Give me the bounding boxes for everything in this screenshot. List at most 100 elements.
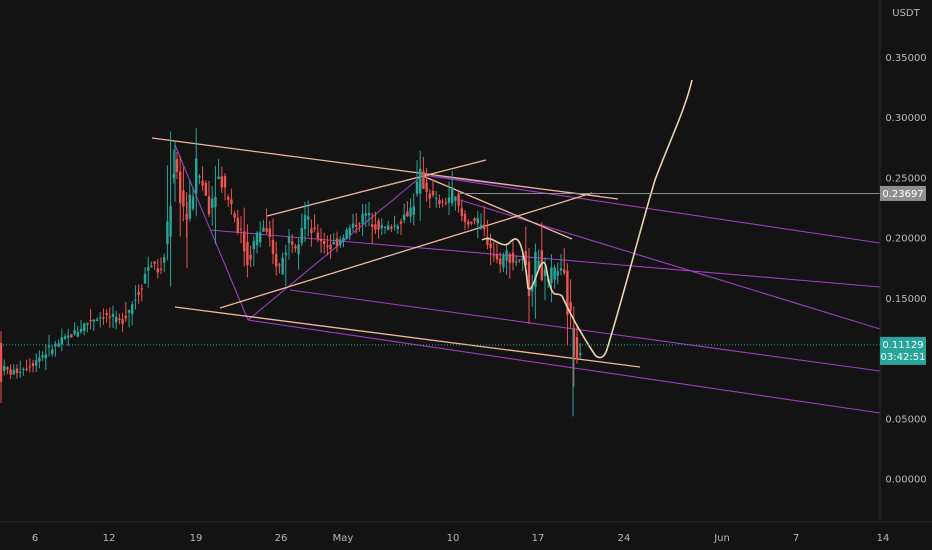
- candle-body: [579, 353, 582, 356]
- candle-body: [211, 198, 214, 208]
- candle-body: [527, 261, 531, 296]
- candle-body: [409, 207, 412, 217]
- triangle-lower-line[interactable]: [219, 192, 593, 309]
- pitchfork-line[interactable]: [289, 289, 881, 372]
- candle-body: [6, 367, 9, 370]
- projection-curve[interactable]: [481, 79, 693, 359]
- candle-body: [3, 365, 6, 371]
- candle-body: [415, 181, 419, 194]
- candle-body: [182, 190, 185, 207]
- candle-body: [166, 221, 169, 245]
- candle-body: [572, 327, 575, 357]
- time-tick-label: 17: [532, 533, 545, 544]
- candle-body: [76, 331, 79, 337]
- price-tick-label: 0.20000: [885, 234, 926, 245]
- time-axis[interactable]: 6 12 19 26 May 10 17 24 Jun 7 14: [32, 533, 890, 544]
- candle-body: [323, 240, 326, 244]
- candle-body: [313, 227, 316, 229]
- candle-body: [278, 264, 281, 266]
- time-tick-label: 26: [275, 533, 288, 544]
- candle-body: [92, 319, 95, 322]
- candle-body: [556, 271, 559, 276]
- candle-body: [348, 228, 351, 235]
- price-tick-label: 0.00000: [885, 475, 926, 486]
- candle-body: [0, 342, 3, 382]
- candle-body: [399, 221, 403, 224]
- channel-lower-line[interactable]: [174, 306, 641, 368]
- candle-body: [252, 241, 255, 250]
- candle-body: [297, 244, 300, 255]
- candle-body: [569, 301, 572, 312]
- pitchfork-line[interactable]: [174, 144, 249, 321]
- candle-body: [374, 224, 377, 230]
- candle-body: [41, 355, 44, 358]
- candle-body: [345, 229, 348, 239]
- candle-body: [515, 261, 518, 263]
- candle-body: [419, 168, 422, 194]
- candle-body: [243, 231, 246, 252]
- time-tick-label: 19: [190, 533, 203, 544]
- candle-body: [191, 196, 195, 209]
- candle-body: [124, 315, 127, 319]
- candle-body: [467, 221, 470, 225]
- candle-body: [521, 257, 524, 260]
- candle-body: [454, 196, 457, 201]
- candle-body: [175, 159, 179, 172]
- last-price-tag-label: 0.11129: [882, 340, 923, 351]
- candle-body: [364, 213, 367, 216]
- candle-body: [403, 214, 406, 221]
- candle-body: [147, 267, 150, 271]
- pitchfork-line[interactable]: [247, 174, 424, 321]
- candle-body: [326, 245, 329, 248]
- candle-body: [470, 221, 473, 224]
- candle-body: [563, 269, 566, 274]
- candle-body: [451, 188, 454, 204]
- resistance-tag-label: 0.23697: [882, 189, 923, 200]
- candle-body: [483, 224, 486, 230]
- candle-body: [95, 319, 99, 322]
- candle-body: [425, 182, 428, 192]
- candle-body: [406, 211, 409, 217]
- candle-body: [367, 213, 371, 216]
- time-tick-label: 6: [32, 533, 38, 544]
- candle-body: [118, 318, 121, 320]
- candle-body: [44, 354, 47, 359]
- candle-body: [201, 180, 204, 186]
- candle-body: [287, 236, 291, 243]
- candle-body: [550, 267, 553, 284]
- candle-body: [255, 232, 259, 246]
- candle-body: [156, 268, 159, 273]
- fan-line[interactable]: [422, 175, 573, 240]
- candle-body: [86, 322, 89, 325]
- candle-body: [508, 254, 511, 263]
- pitchfork-line[interactable]: [422, 174, 881, 244]
- projection-path[interactable]: [481, 79, 693, 359]
- candle-body: [223, 175, 227, 188]
- candle-body: [35, 360, 38, 366]
- candle-body: [73, 329, 76, 335]
- time-tick-label: May: [333, 533, 354, 544]
- candle-body: [233, 213, 236, 218]
- candle-body: [57, 343, 60, 347]
- triangle-upper-line[interactable]: [266, 159, 487, 217]
- candle-body: [268, 228, 271, 237]
- pitchfork-line[interactable]: [247, 319, 881, 414]
- candle-body: [422, 171, 425, 189]
- candle-body: [476, 218, 479, 224]
- last-price-tag: [880, 336, 926, 365]
- candle-body: [15, 368, 19, 374]
- candle-body: [204, 182, 207, 196]
- candle-body: [457, 193, 460, 206]
- candle-body: [239, 228, 243, 230]
- candle-body: [505, 250, 508, 261]
- candle-body: [195, 158, 198, 194]
- candle-body: [137, 291, 140, 295]
- channel-upper-line[interactable]: [151, 137, 619, 200]
- candle-body: [198, 176, 201, 178]
- candle-body: [31, 362, 35, 367]
- candle-body: [281, 257, 284, 275]
- candle-body: [377, 220, 380, 230]
- candle-body: [246, 241, 249, 266]
